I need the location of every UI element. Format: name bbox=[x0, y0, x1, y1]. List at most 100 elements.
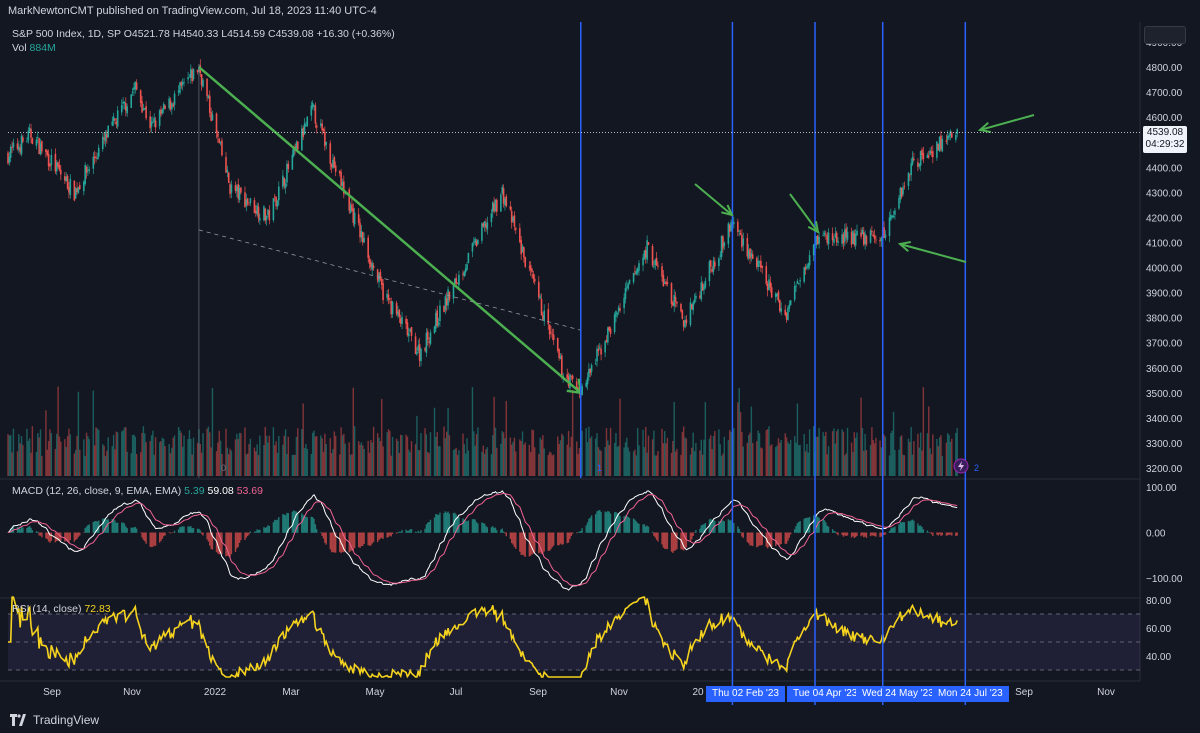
macd-histogram-bar bbox=[234, 532, 237, 552]
macd-histogram-bar bbox=[448, 513, 451, 533]
macd-histogram-bar bbox=[779, 532, 781, 545]
macd-histogram-bar bbox=[704, 523, 707, 533]
candle bbox=[757, 260, 759, 267]
candle bbox=[236, 186, 238, 192]
macd-histogram-bar bbox=[38, 532, 40, 536]
candle bbox=[172, 104, 174, 107]
volume-bar bbox=[83, 439, 85, 476]
macd-histogram-bar bbox=[263, 527, 265, 533]
macd-histogram-bar bbox=[107, 519, 109, 533]
macd-histogram-bar bbox=[872, 532, 874, 536]
macd-histogram-bar bbox=[737, 526, 739, 533]
volume-bar bbox=[93, 445, 96, 476]
volume-bar bbox=[408, 449, 410, 476]
volume-bar bbox=[806, 444, 808, 476]
macd-histogram-bar bbox=[586, 522, 589, 533]
candle bbox=[799, 280, 801, 282]
macd-histogram-bar bbox=[642, 524, 644, 533]
candle bbox=[485, 223, 487, 228]
macd-histogram-bar bbox=[274, 519, 276, 533]
volume-bar bbox=[153, 454, 155, 476]
macd-histogram-bar bbox=[844, 532, 846, 536]
candle bbox=[46, 151, 49, 156]
candle bbox=[785, 312, 788, 320]
candle bbox=[635, 271, 638, 275]
volume-bar bbox=[225, 428, 227, 476]
candle bbox=[691, 304, 693, 310]
volume-bar bbox=[594, 438, 597, 476]
candle bbox=[401, 316, 403, 325]
macd-title[interactable]: MACD (12, 26, close, 9, EMA, EMA) bbox=[12, 485, 182, 497]
volume-bar bbox=[135, 454, 138, 476]
macd-histogram-bar bbox=[240, 532, 242, 541]
macd-histogram-bar bbox=[353, 532, 356, 549]
candle bbox=[254, 210, 257, 214]
macd-histogram-bar bbox=[919, 525, 922, 533]
volume-bar bbox=[173, 435, 176, 476]
volume-label[interactable]: Vol bbox=[12, 42, 27, 54]
volume-bar bbox=[68, 428, 70, 476]
volume-bar bbox=[179, 430, 181, 476]
volume-bar bbox=[682, 426, 685, 476]
macd-histogram-bar bbox=[917, 523, 919, 533]
symbol-name[interactable]: S&P 500 Index, 1D, SP bbox=[12, 28, 121, 40]
macd-histogram-bar bbox=[104, 518, 107, 533]
candle bbox=[88, 169, 91, 171]
candle bbox=[746, 237, 749, 257]
volume-bar bbox=[257, 455, 260, 476]
volume-bar bbox=[234, 439, 237, 476]
macd-histogram-bar bbox=[417, 530, 419, 533]
volume-bar bbox=[796, 403, 799, 476]
volume-bar bbox=[902, 454, 904, 476]
volume-bar bbox=[353, 426, 356, 476]
candle bbox=[483, 221, 486, 227]
candle bbox=[831, 233, 834, 241]
volume-bar bbox=[456, 454, 459, 476]
macd-histogram-bar bbox=[607, 510, 609, 533]
macd-histogram-bar bbox=[325, 532, 327, 545]
candle bbox=[528, 266, 531, 268]
volume-bar bbox=[322, 451, 325, 476]
volume-bar bbox=[92, 390, 95, 476]
candle bbox=[265, 216, 268, 220]
tradingview-logo[interactable]: TradingView bbox=[10, 713, 99, 727]
volume-bar bbox=[278, 435, 280, 476]
candle bbox=[12, 142, 15, 148]
macd-histogram-bar bbox=[160, 532, 162, 542]
candle bbox=[890, 214, 892, 220]
volume-bar bbox=[11, 452, 13, 476]
macd-histogram-bar bbox=[578, 531, 581, 533]
footer bbox=[0, 709, 1200, 733]
volume-bar bbox=[746, 442, 749, 476]
price-scale-button[interactable] bbox=[1144, 26, 1186, 44]
candle bbox=[416, 351, 418, 355]
volume-bar bbox=[655, 455, 658, 476]
macd-histogram-bar bbox=[902, 521, 904, 533]
macd-histogram-bar bbox=[31, 530, 34, 533]
volume-bar bbox=[123, 427, 126, 476]
macd-histogram-bar bbox=[56, 532, 58, 542]
volume-bar bbox=[483, 453, 486, 476]
candle bbox=[152, 121, 154, 123]
candle bbox=[638, 263, 640, 271]
volume-bar bbox=[287, 436, 289, 476]
candle bbox=[368, 258, 371, 264]
macd-histogram-bar bbox=[46, 532, 48, 540]
macd-histogram-bar bbox=[841, 532, 843, 536]
macd-histogram-bar bbox=[47, 532, 50, 542]
macd-histogram-bar bbox=[145, 532, 147, 544]
candle bbox=[39, 143, 42, 155]
volume-bar bbox=[928, 406, 930, 476]
macd-histogram-bar bbox=[473, 519, 475, 533]
candle bbox=[301, 128, 303, 151]
candle bbox=[49, 163, 51, 167]
macd-histogram-bar bbox=[569, 532, 571, 539]
candle bbox=[237, 184, 239, 199]
rsi-title[interactable]: RSI (14, close) bbox=[12, 603, 82, 615]
volume-bar bbox=[680, 454, 682, 476]
candle bbox=[711, 268, 713, 272]
volume-bar bbox=[540, 439, 543, 476]
candle bbox=[142, 108, 145, 111]
date-tag-apr: Tue 04 Apr '23 bbox=[787, 686, 864, 702]
